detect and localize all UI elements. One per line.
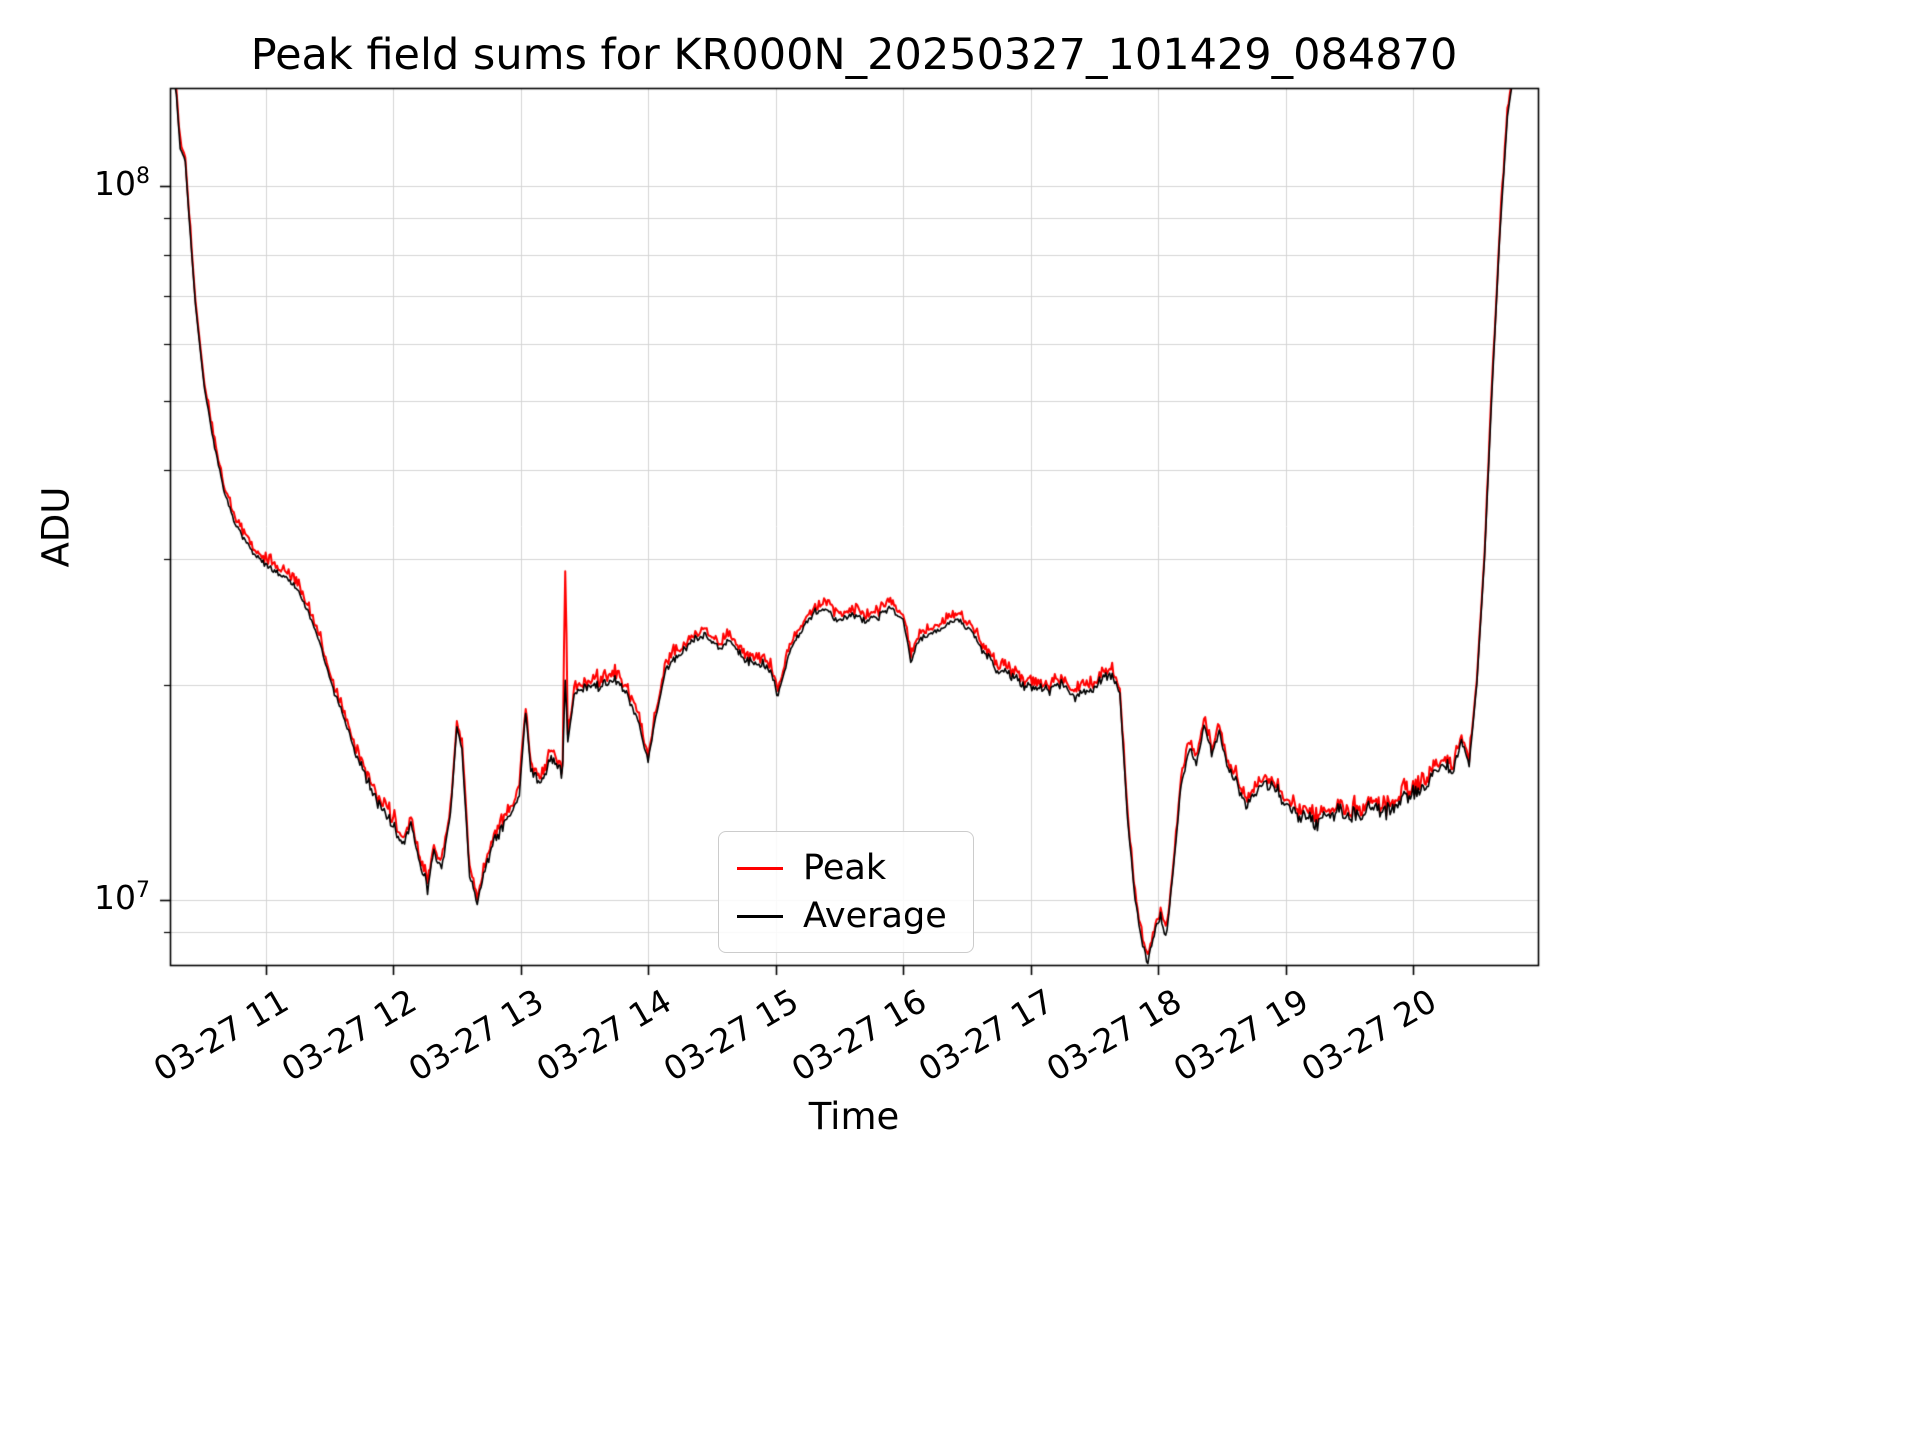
chart-title: Peak field sums for KR000N_20250327_1014…	[250, 30, 1458, 80]
legend-item-average: Average	[737, 892, 947, 940]
legend: Peak Average	[718, 831, 974, 953]
x-axis-label: Time	[808, 1095, 900, 1138]
y-tick-label: 107	[94, 877, 150, 917]
legend-label: Average	[803, 896, 947, 936]
average-line-swatch	[737, 914, 783, 918]
legend-label: Peak	[803, 848, 887, 888]
y-tick-label: 108	[94, 163, 150, 203]
y-axis-label: ADU	[34, 486, 78, 568]
peak-line-swatch	[737, 866, 783, 870]
legend-item-peak: Peak	[737, 844, 947, 892]
